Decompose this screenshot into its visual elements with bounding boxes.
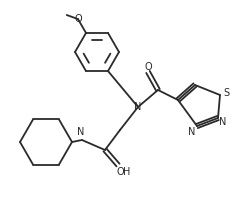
Text: H: H	[123, 167, 131, 177]
Text: O: O	[144, 62, 152, 72]
Text: N: N	[188, 127, 196, 137]
Text: N: N	[219, 117, 227, 127]
Text: N: N	[134, 102, 142, 112]
Text: N: N	[77, 127, 85, 137]
Text: S: S	[223, 88, 229, 98]
Text: O: O	[116, 167, 124, 177]
Text: O: O	[74, 14, 82, 24]
